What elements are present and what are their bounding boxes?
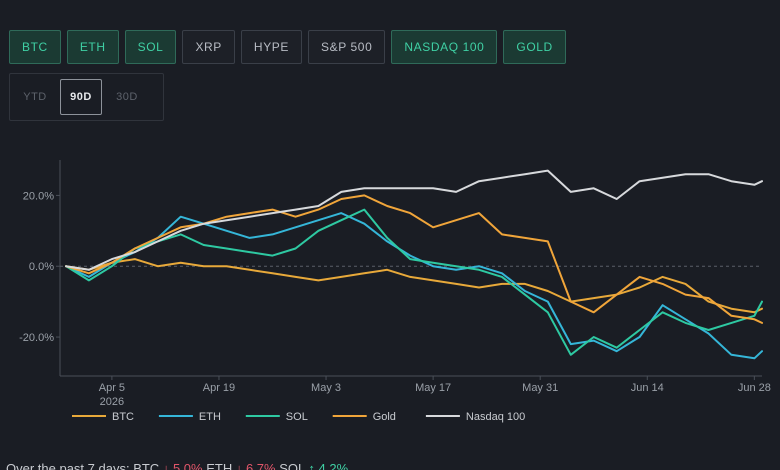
weekly-summary: Over the past 7 days: BTC ↓ 5.0% ETH ↓ 6… [6, 461, 348, 470]
asset-button-btc[interactable]: BTC [9, 30, 61, 64]
summary-change-btc: 5.0% [172, 461, 203, 470]
range-button-ytd[interactable]: YTD [23, 91, 47, 103]
summary-asset-btc: BTC [133, 461, 160, 470]
x-tick-label: Jun 28 [738, 382, 771, 394]
y-tick-label: 0.0% [29, 261, 54, 273]
legend-label-eth: ETH [199, 411, 221, 423]
summary-asset-eth: ETH [206, 461, 233, 470]
range-button-30d[interactable]: 30D [116, 91, 138, 103]
series-line-gold [65, 194, 763, 324]
x-tick-label: May 17 [415, 382, 451, 394]
x-tick-year-label: 2026 [100, 396, 124, 408]
summary-change-sol: 4.2% [318, 461, 349, 470]
summary-asset-sol: SOL [279, 461, 305, 470]
x-tick-label: May 31 [522, 382, 558, 394]
summary-change-eth: 6.7% [245, 461, 276, 470]
asset-button-gold[interactable]: GOLD [503, 30, 566, 64]
x-tick-label: Apr 5 [99, 382, 125, 394]
asset-button-nasdaq-100[interactable]: NASDAQ 100 [391, 30, 498, 64]
asset-button-sol[interactable]: SOL [124, 30, 177, 64]
series-line-nasdaq-100 [65, 169, 763, 271]
summary-prefix: Over the past 7 days: [6, 461, 134, 470]
summary-arrow-eth: ↓ [235, 461, 243, 470]
y-tick-label: -20.0% [19, 332, 54, 344]
series-line-btc [65, 258, 763, 314]
y-tick-label: 20.0% [23, 190, 54, 202]
legend-label-gold: Gold [373, 411, 396, 423]
asset-button-xrp[interactable]: XRP [182, 30, 235, 64]
asset-button-eth[interactable]: ETH [66, 30, 119, 64]
legend-label-btc: BTC [112, 411, 134, 423]
range-selector: YTD 90D 30D [9, 73, 164, 121]
range-button-90d[interactable]: 90D [60, 79, 102, 115]
x-tick-label: Apr 19 [203, 382, 235, 394]
series-line-sol [65, 208, 763, 356]
asset-button-s-p-500[interactable]: S&P 500 [308, 30, 386, 64]
summary-arrow-sol: ↑ [308, 461, 315, 470]
legend-label-nasdaq-100: Nasdaq 100 [466, 411, 525, 423]
performance-chart: 20.0% 0.0% -20.0% Apr 5 2026 Apr 19 May 3 May 1… [19, 160, 771, 423]
x-tick-label: May 3 [311, 382, 341, 394]
asset-button-hype[interactable]: HYPE [240, 30, 302, 64]
summary-arrow-btc: ↓ [162, 461, 170, 470]
legend-label-sol: SOL [286, 411, 308, 423]
x-tick-label: Jun 14 [631, 382, 664, 394]
asset-selector: BTC ETH SOL XRP HYPE S&P 500 NASDAQ 100 GOLD [9, 30, 566, 64]
